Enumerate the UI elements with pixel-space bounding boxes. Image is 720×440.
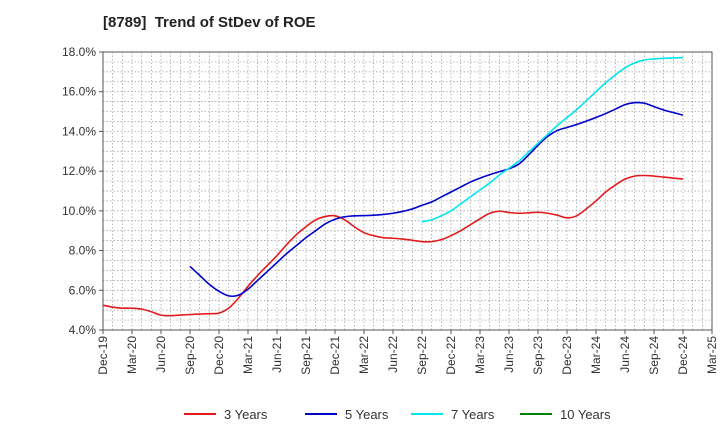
x-tick-label: Mar-25 [705, 336, 719, 374]
series-line-3-years [102, 174, 684, 317]
x-tick-label: Jun-20 [154, 336, 168, 373]
y-tick-label: 12.0% [62, 164, 96, 178]
x-tick-label: Jun-21 [270, 336, 284, 373]
series-line-5-years [189, 101, 684, 298]
legend-label-3-years: 3 Years [224, 407, 268, 422]
x-tick-label: Dec-23 [560, 336, 574, 375]
y-tick-label: 18.0% [62, 45, 96, 59]
x-tick-label: Mar-22 [357, 336, 371, 374]
grid-lines [103, 51, 712, 330]
x-tick-label: Jun-24 [618, 336, 632, 373]
x-tick-label: Mar-20 [125, 336, 139, 374]
y-tick-label: 8.0% [69, 244, 97, 258]
x-tick-label: Mar-23 [473, 336, 487, 374]
plot-frame [102, 51, 713, 331]
legend-label-7-years: 7 Years [451, 407, 495, 422]
x-tick-label: Sep-21 [299, 336, 313, 375]
x-tick-label: Dec-20 [212, 336, 226, 375]
x-tick-label: Sep-20 [183, 336, 197, 375]
x-tick-label: Dec-22 [444, 336, 458, 375]
y-tick-label: 14.0% [62, 124, 96, 138]
x-tick-label: Dec-21 [328, 336, 342, 375]
x-axis-ticks: Dec-19 Mar-20 Jun-20 Sep-20 Dec-20 Mar-21 Jun-… [96, 330, 719, 375]
series-line-7-years [421, 56, 684, 223]
y-tick-label: 6.0% [69, 283, 97, 297]
chart-title: [8789] Trend of StDev of ROE [103, 14, 316, 31]
legend-label-5-years: 5 Years [345, 407, 389, 422]
x-tick-label: Mar-21 [241, 336, 255, 374]
series-layer [102, 56, 684, 317]
x-tick-label: Mar-24 [589, 336, 603, 374]
legend-label-10-years: 10 Years [560, 407, 611, 422]
y-tick-label: 16.0% [62, 85, 96, 99]
x-tick-label: Sep-22 [415, 336, 429, 375]
x-tick-label: Dec-24 [676, 336, 690, 375]
x-tick-label: Jun-22 [386, 336, 400, 373]
x-tick-label: Dec-19 [96, 336, 110, 375]
y-tick-label: 10.0% [62, 204, 96, 218]
x-tick-label: Sep-24 [647, 336, 661, 375]
x-tick-label: Sep-23 [531, 336, 545, 375]
x-tick-label: Jun-23 [502, 336, 516, 373]
y-tick-label: 4.0% [69, 323, 97, 337]
y-axis-ticks: 4.0% 6.0% 8.0% 10.0% 12.0% 14.0% 16.0% 18.0% [62, 45, 103, 337]
legend: 3 Years 5 Years 7 Years 10 Years [184, 407, 611, 422]
